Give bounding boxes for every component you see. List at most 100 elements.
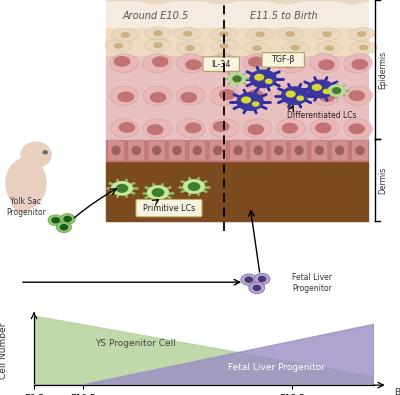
Ellipse shape <box>360 45 368 50</box>
Text: YS Progenitor Cell: YS Progenitor Cell <box>95 339 176 348</box>
Ellipse shape <box>315 146 323 154</box>
Ellipse shape <box>174 27 201 40</box>
Ellipse shape <box>6 158 46 209</box>
Ellipse shape <box>254 146 262 154</box>
Ellipse shape <box>154 31 162 36</box>
FancyBboxPatch shape <box>148 140 165 161</box>
Ellipse shape <box>348 28 375 40</box>
Ellipse shape <box>220 32 228 36</box>
Ellipse shape <box>119 123 134 132</box>
Ellipse shape <box>316 123 331 133</box>
Ellipse shape <box>249 282 265 293</box>
Ellipse shape <box>56 222 72 233</box>
Ellipse shape <box>243 54 272 73</box>
Bar <box>106 139 368 162</box>
Ellipse shape <box>308 80 334 98</box>
Ellipse shape <box>114 56 130 66</box>
Ellipse shape <box>328 85 345 96</box>
Ellipse shape <box>344 54 372 73</box>
Ellipse shape <box>310 54 339 73</box>
Ellipse shape <box>110 86 138 105</box>
FancyBboxPatch shape <box>189 140 206 161</box>
Text: Fetal Liver
Progenitor: Fetal Liver Progenitor <box>292 273 332 293</box>
Ellipse shape <box>349 124 364 134</box>
Ellipse shape <box>144 39 171 51</box>
FancyBboxPatch shape <box>128 140 145 161</box>
Bar <box>106 0 368 26</box>
Text: Differentiated LCs: Differentiated LCs <box>287 111 356 120</box>
FancyBboxPatch shape <box>352 140 368 161</box>
Ellipse shape <box>60 214 75 224</box>
Text: Primitive LCs: Primitive LCs <box>143 204 195 213</box>
Ellipse shape <box>286 91 295 97</box>
FancyBboxPatch shape <box>209 140 226 161</box>
Text: Dermis: Dermis <box>379 167 388 194</box>
Text: Birth: Birth <box>394 387 400 395</box>
Ellipse shape <box>176 41 204 55</box>
Ellipse shape <box>188 183 200 190</box>
Ellipse shape <box>153 57 168 66</box>
Bar <box>106 162 368 221</box>
Ellipse shape <box>132 146 140 154</box>
Ellipse shape <box>277 28 304 40</box>
Ellipse shape <box>253 46 261 50</box>
Ellipse shape <box>112 146 120 154</box>
Ellipse shape <box>176 86 205 105</box>
FancyBboxPatch shape <box>230 140 246 161</box>
Ellipse shape <box>295 146 303 154</box>
FancyBboxPatch shape <box>136 199 202 217</box>
Ellipse shape <box>277 86 306 105</box>
Ellipse shape <box>356 146 364 154</box>
Ellipse shape <box>43 151 47 154</box>
Ellipse shape <box>320 92 335 102</box>
Ellipse shape <box>118 92 134 102</box>
Ellipse shape <box>150 93 166 102</box>
Ellipse shape <box>252 102 259 106</box>
FancyBboxPatch shape <box>290 140 308 161</box>
Text: Around E10.5: Around E10.5 <box>123 11 189 21</box>
Ellipse shape <box>21 142 51 167</box>
Ellipse shape <box>112 182 132 195</box>
Ellipse shape <box>116 184 128 192</box>
Ellipse shape <box>143 119 172 138</box>
Ellipse shape <box>266 79 272 83</box>
Text: TGF-β: TGF-β <box>272 55 295 64</box>
Ellipse shape <box>275 146 283 154</box>
Ellipse shape <box>186 123 201 133</box>
Ellipse shape <box>326 46 334 51</box>
Ellipse shape <box>282 124 298 133</box>
Ellipse shape <box>229 73 246 85</box>
Ellipse shape <box>152 189 164 196</box>
Ellipse shape <box>210 54 239 73</box>
Ellipse shape <box>184 32 192 36</box>
Text: Cell Number: Cell Number <box>0 322 8 379</box>
Ellipse shape <box>243 119 272 138</box>
Ellipse shape <box>210 119 239 138</box>
Ellipse shape <box>349 91 364 100</box>
FancyBboxPatch shape <box>203 57 240 71</box>
Ellipse shape <box>246 28 274 41</box>
FancyBboxPatch shape <box>108 140 124 161</box>
FancyBboxPatch shape <box>250 140 267 161</box>
Bar <box>106 26 368 55</box>
Ellipse shape <box>248 125 264 134</box>
Ellipse shape <box>193 146 201 154</box>
Ellipse shape <box>148 186 168 199</box>
Text: E11.5 to Birth: E11.5 to Birth <box>250 11 318 21</box>
Ellipse shape <box>352 60 367 69</box>
Ellipse shape <box>220 44 228 48</box>
Ellipse shape <box>350 41 377 54</box>
Ellipse shape <box>237 93 263 110</box>
Ellipse shape <box>210 86 238 105</box>
FancyBboxPatch shape <box>311 140 328 161</box>
Ellipse shape <box>310 119 339 138</box>
Text: Yolk Sac
Progenitor: Yolk Sac Progenitor <box>6 197 46 217</box>
Ellipse shape <box>112 28 139 41</box>
Ellipse shape <box>184 180 204 193</box>
Ellipse shape <box>234 146 242 154</box>
Ellipse shape <box>358 32 366 36</box>
Text: Epidermis: Epidermis <box>379 51 388 89</box>
Ellipse shape <box>48 215 63 226</box>
Ellipse shape <box>243 86 272 105</box>
Ellipse shape <box>210 28 237 41</box>
